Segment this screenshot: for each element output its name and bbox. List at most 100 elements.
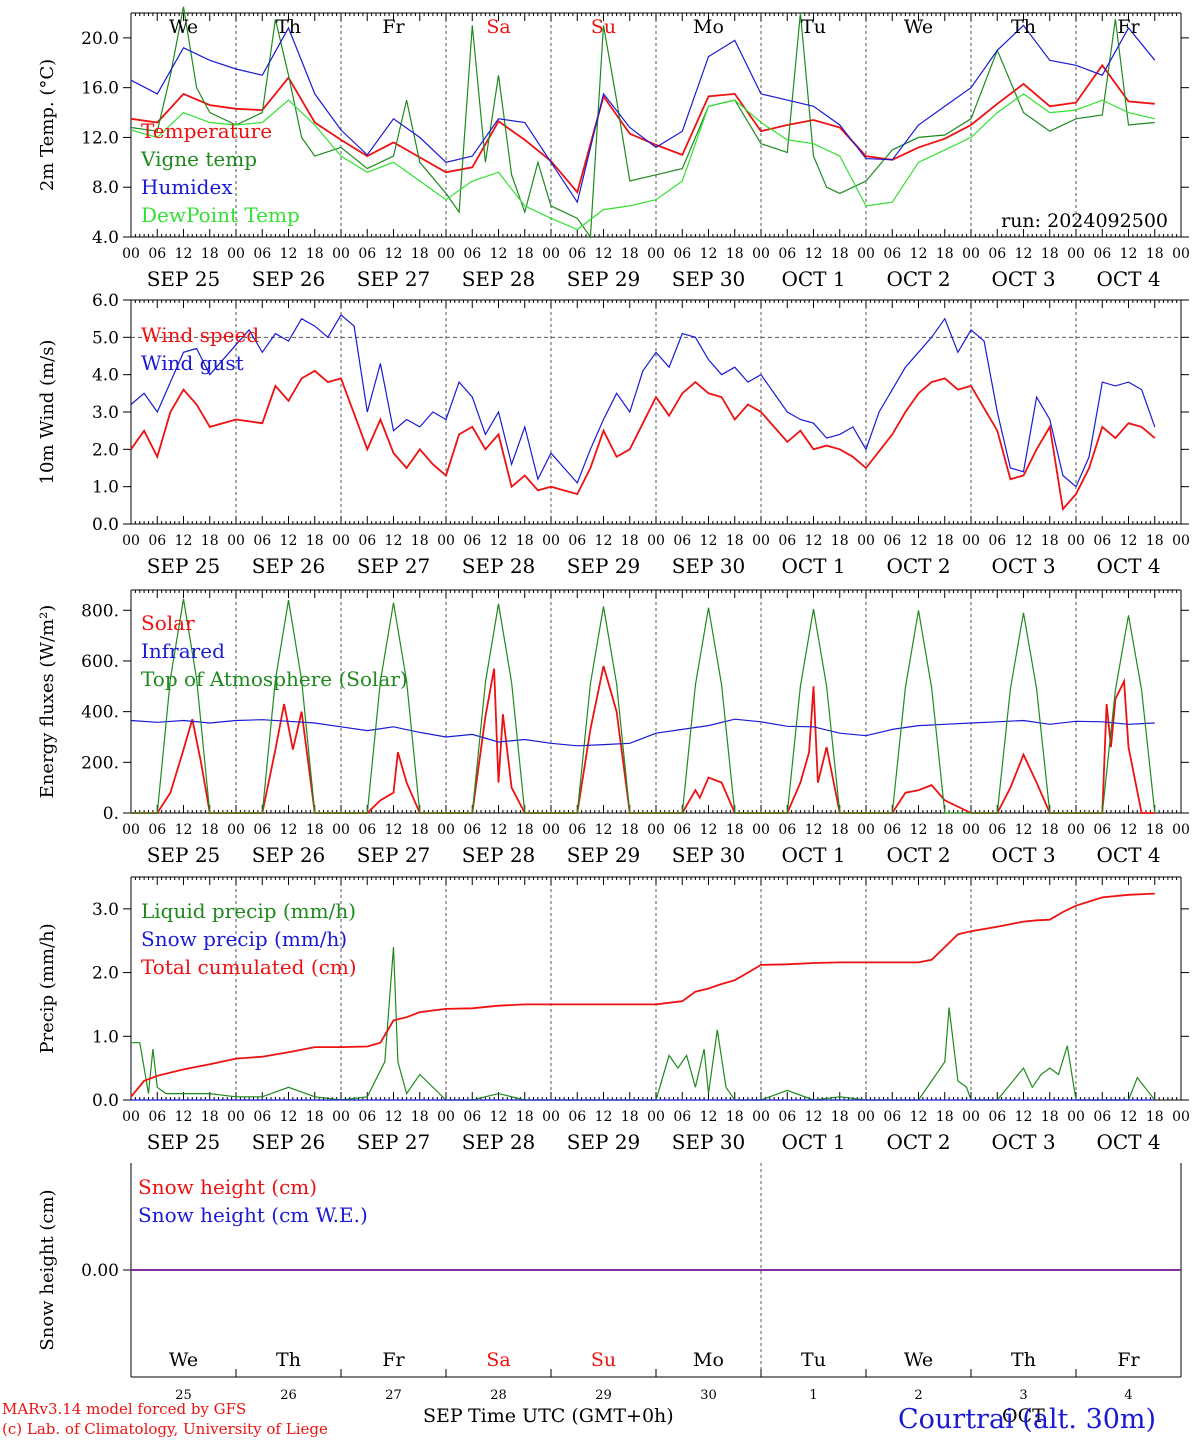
legend-entry: Snow height (cm) — [138, 1175, 317, 1199]
hour-tick-label: 12 — [910, 822, 928, 838]
hour-tick-label: 00 — [1067, 1109, 1085, 1125]
date-label: OCT 3 — [991, 554, 1055, 578]
weekday-label: Su — [591, 16, 616, 38]
y-tick-label: 2.0 — [92, 440, 119, 460]
hour-tick-label: 18 — [726, 1109, 744, 1125]
hour-tick-label: 00 — [542, 246, 560, 262]
legend-entry: Humidex — [141, 175, 233, 199]
date-label: OCT 2 — [886, 554, 950, 578]
hour-tick-label: 12 — [280, 246, 298, 262]
hour-tick-label: 06 — [673, 822, 691, 838]
date-label: SEP 30 — [672, 554, 746, 578]
hour-tick-label: 12 — [175, 533, 193, 549]
hour-tick-label: 12 — [1120, 1109, 1138, 1125]
date-label: SEP 28 — [462, 554, 536, 578]
hour-tick-label: 12 — [385, 533, 403, 549]
hour-tick-label: 00 — [1172, 533, 1190, 549]
date-label: SEP 29 — [567, 1130, 641, 1154]
date-label: OCT 4 — [1096, 843, 1160, 867]
series-line-humidex — [130, 24, 1156, 204]
month-left-label: SEP — [423, 1405, 463, 1427]
hour-tick-label: 12 — [805, 533, 823, 549]
hour-tick-label: 18 — [726, 533, 744, 549]
hour-tick-label: 12 — [700, 246, 718, 262]
date-label: OCT 1 — [781, 1130, 845, 1154]
hour-tick-label: 06 — [253, 246, 271, 262]
y-axis-title: 10m Wind (m/s) — [37, 340, 58, 485]
hour-tick-label: 06 — [148, 246, 166, 262]
hour-tick-label: 00 — [122, 246, 140, 262]
date-label: SEP 27 — [357, 554, 431, 578]
y-axis-title: Snow height (cm) — [37, 1189, 58, 1350]
y-tick-label: 200. — [81, 753, 119, 773]
hour-tick-label: 06 — [988, 822, 1006, 838]
hour-tick-label: 12 — [280, 533, 298, 549]
y-axis-title: 2m Temp. (°C) — [37, 59, 58, 191]
weekday-label: Sa — [486, 16, 510, 38]
weekday-label: Fr — [382, 1349, 405, 1371]
hour-tick-label: 18 — [1146, 533, 1164, 549]
hour-tick-label: 00 — [122, 533, 140, 549]
day-number-label: 3 — [1019, 1388, 1027, 1403]
day-number-label: 29 — [595, 1388, 612, 1403]
weekday-label: Th — [276, 16, 301, 38]
hour-tick-label: 18 — [411, 533, 429, 549]
hour-tick-label: 12 — [910, 1109, 928, 1125]
legend-entry: Wind speed — [141, 323, 259, 347]
hour-tick-label: 00 — [122, 822, 140, 838]
location-label: Courtrai (alt. 30m) — [898, 1404, 1156, 1435]
date-label: SEP 25 — [147, 1130, 221, 1154]
hour-tick-label: 06 — [883, 1109, 901, 1125]
date-label: SEP 26 — [252, 267, 326, 291]
hour-tick-label: 00 — [857, 1109, 875, 1125]
hour-tick-label: 06 — [568, 1109, 586, 1125]
hour-tick-label: 18 — [411, 822, 429, 838]
hour-tick-label: 12 — [385, 1109, 403, 1125]
hour-tick-label: 12 — [595, 1109, 613, 1125]
hour-tick-label: 06 — [253, 533, 271, 549]
hour-tick-label: 00 — [647, 1109, 665, 1125]
y-tick-label: 4.0 — [92, 228, 119, 248]
hour-tick-label: 12 — [910, 533, 928, 549]
weekday-label: Tu — [801, 1349, 826, 1371]
y-tick-label: 12.0 — [81, 128, 119, 148]
day-number-label: 4 — [1124, 1388, 1132, 1403]
series-line-total-cumulated-cm- — [130, 892, 1155, 1098]
date-label: OCT 4 — [1096, 554, 1160, 578]
y-tick-label: 0.0 — [92, 515, 119, 535]
hour-tick-label: 12 — [1015, 533, 1033, 549]
legend-entry: Wind gust — [141, 351, 244, 375]
weekday-label: Su — [591, 1349, 616, 1371]
panel-temperature: 00 06 12 18 SEP 25 00 06 12 18 SEP 26 00 06 12 18 SEP … — [37, 6, 1190, 291]
hour-tick-label: 06 — [568, 246, 586, 262]
series-line-temperature — [130, 63, 1155, 195]
hour-tick-label: 06 — [883, 246, 901, 262]
day-number-label: 28 — [490, 1388, 507, 1403]
date-label: SEP 25 — [147, 267, 221, 291]
hour-tick-label: 12 — [490, 1109, 508, 1125]
month-right-label: OCT — [1002, 1405, 1045, 1427]
hour-tick-label: 12 — [700, 533, 718, 549]
hour-tick-label: 00 — [332, 1109, 350, 1125]
hour-tick-label: 00 — [752, 822, 770, 838]
y-tick-label: 0.00 — [81, 1261, 119, 1281]
weekday-label: Sa — [486, 1349, 510, 1371]
hour-tick-label: 18 — [306, 533, 324, 549]
hour-tick-label: 00 — [962, 246, 980, 262]
panel-wind: 00 06 12 18 SEP 25 00 06 12 18 SEP 26 00 06 12 18 SEP … — [37, 291, 1190, 578]
hour-tick-label: 00 — [752, 1109, 770, 1125]
legend-entry: Solar — [141, 611, 195, 635]
y-tick-label: 5.0 — [92, 328, 119, 348]
hour-tick-label: 06 — [253, 1109, 271, 1125]
date-label: SEP 29 — [567, 843, 641, 867]
hour-tick-label: 00 — [1172, 246, 1190, 262]
hour-tick-label: 18 — [621, 533, 639, 549]
date-label: SEP 29 — [567, 267, 641, 291]
hour-tick-label: 06 — [358, 246, 376, 262]
hour-tick-label: 12 — [175, 1109, 193, 1125]
hour-tick-label: 00 — [227, 533, 245, 549]
hour-tick-label: 18 — [936, 246, 954, 262]
hour-tick-label: 12 — [1015, 246, 1033, 262]
hour-tick-label: 00 — [857, 533, 875, 549]
